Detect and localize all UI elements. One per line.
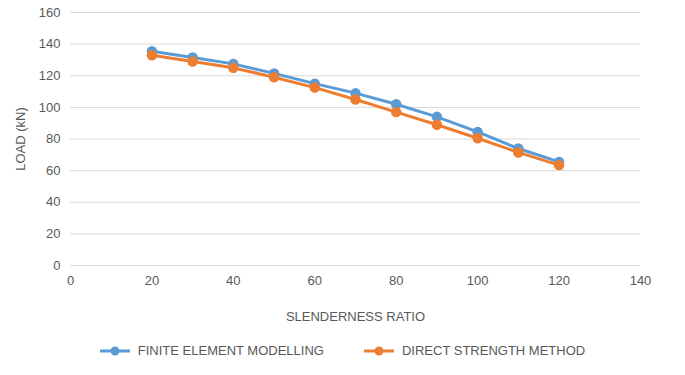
svg-text:20: 20	[46, 226, 60, 241]
html-text:FINITE ELEMENT MODELLING: FINITE ELEMENT MODELLING	[137, 343, 324, 358]
svg-text:40: 40	[226, 273, 240, 288]
svg-text:LOAD (kN): LOAD (kN)	[13, 107, 28, 171]
svg-text:100: 100	[39, 100, 61, 115]
svg-text:80: 80	[389, 273, 403, 288]
svg-text:40: 40	[46, 194, 60, 209]
svg-text:120: 120	[39, 68, 61, 83]
svg-text:60: 60	[308, 273, 322, 288]
svg-text:20: 20	[145, 273, 159, 288]
svg-text:120: 120	[548, 273, 570, 288]
svg-text:60: 60	[46, 163, 60, 178]
html-text:DIRECT STRENGTH METHOD: DIRECT STRENGTH METHOD	[402, 343, 586, 358]
svg-text:160: 160	[39, 5, 61, 20]
svg-text:80: 80	[46, 131, 60, 146]
svg-text:140: 140	[630, 273, 652, 288]
svg-text:140: 140	[39, 36, 61, 51]
svg-text:100: 100	[467, 273, 489, 288]
svg-text:0: 0	[67, 273, 74, 288]
svg-text:SLENDERNESS RATIO: SLENDERNESS RATIO	[286, 309, 425, 324]
svg-text:0: 0	[53, 258, 60, 273]
